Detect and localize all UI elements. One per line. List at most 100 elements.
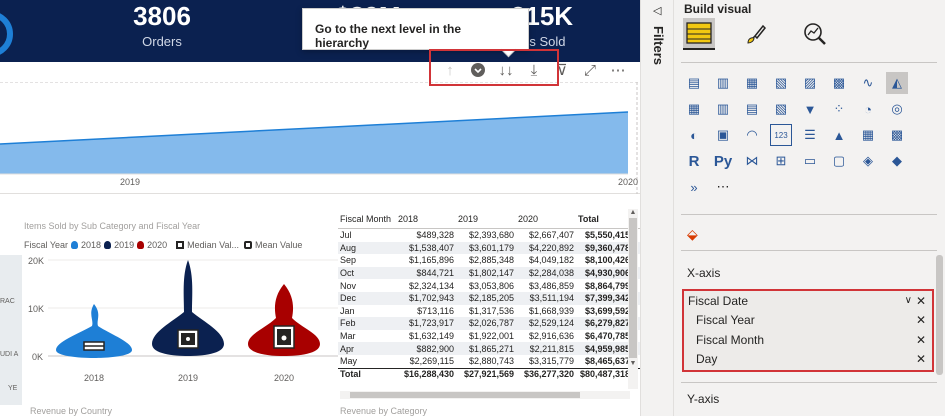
viz-type-icon[interactable]: Py [713,152,733,170]
viz-type-icon[interactable]: ▼ [803,101,817,117]
viz-type-icon[interactable]: ◔ [864,101,872,117]
expand-next-level-button[interactable]: ⤓ [520,57,548,83]
viz-type-icon[interactable]: ▥ [716,75,730,90]
viz-type-icon[interactable]: » [690,179,698,195]
viz-type-icon[interactable]: ◆ [892,153,902,168]
scroll-down-arrow-icon[interactable]: ▼ [629,360,637,367]
matrix-row[interactable]: Aug $1,538,407 $3,601,179 $4,220,892 $9,360,… [338,241,640,255]
next-level-button[interactable]: ↓↓ [492,57,520,83]
matrix-row[interactable]: Nov $2,324,134 $3,053,806 $3,486,859 $8,864,… [338,279,640,292]
viz-type-icon[interactable]: ▭ [803,153,817,168]
viz-type-icon[interactable]: ◐ [690,127,698,143]
viz-type-icon[interactable]: ▤ [687,75,701,90]
custom-visual-icon[interactable]: ⬙ [687,226,698,242]
drill-mode-button[interactable] [464,57,492,83]
matrix-row[interactable]: Apr $882,900 $1,865,271 $2,211,815 $4,959,98… [338,342,640,355]
matrix-header-2018[interactable]: 2018 [398,213,419,224]
viz-type-icon[interactable]: ▦ [861,127,875,142]
matrix-cell: $6,470,785 [584,331,630,342]
viz-type-icon[interactable]: ⋈ [745,153,759,168]
viz-type-icon[interactable]: ◈ [863,153,873,168]
matrix-row[interactable]: Feb $1,723,917 $2,026,787 $2,529,124 $6,279,… [338,317,640,330]
viz-type-icon[interactable]: ▥ [716,101,730,116]
matrix-body: Jul $489,328 $2,393,680 $2,667,407 $5,550,41… [338,229,640,368]
viz-type-icon[interactable]: 123 [770,124,792,146]
viz-type-icon[interactable]: R [688,152,700,170]
filter-button[interactable]: ⊽ [548,57,576,83]
viz-type-icon[interactable]: ▩ [890,127,904,142]
x-axis-field-2[interactable]: Fiscal Year ✕ [684,311,932,331]
viz-type-icon[interactable]: ◠ [746,127,758,142]
matrix-header-2020[interactable]: 2020 [518,213,539,224]
matrix-total-grand: $80,487,318 [579,369,630,380]
revenue-matrix[interactable]: Fiscal Month 2018 2019 2020 Total Jul $48… [338,209,640,399]
matrix-header-2019[interactable]: 2019 [458,213,479,224]
matrix-cell: $1,723,917 [408,318,454,329]
matrix-total-2020: $36,277,320 [523,369,574,380]
matrix-cell: Apr [340,343,355,354]
viz-type-icon[interactable]: ▩ [832,75,846,90]
viz-type-icon[interactable]: ▣ [716,127,730,142]
viz-type-icon[interactable]: ◭ [886,72,908,94]
collapse-chevron-icon[interactable]: ∨ [904,295,912,307]
map-visual-partial[interactable]: RAC UDI A YE [0,255,22,405]
viz-type-icon[interactable]: ⊞ [775,153,787,168]
viz-type-icon[interactable]: ▢ [832,153,846,168]
filters-pane-collapsed[interactable]: ◁ Filters [640,0,674,416]
matrix-row[interactable]: Mar $1,632,149 $1,922,001 $2,916,636 $6,470,… [338,330,640,343]
format-visual-tab[interactable] [741,18,773,50]
next-level-icon: ↓↓ [498,61,514,79]
viz-type-icon[interactable]: ▧ [774,75,788,90]
remove-field-icon[interactable]: ✕ [915,352,926,367]
viz-type-icon[interactable]: ∿ [862,75,874,90]
viz-type-icon[interactable]: ⁘ [833,101,845,116]
matrix-row[interactable]: Jul $489,328 $2,393,680 $2,667,407 $5,550,41… [338,229,640,242]
violin-chart-svg[interactable] [48,256,338,368]
viz-type-icon[interactable]: ◎ [891,101,903,116]
analytics-tab[interactable] [799,18,831,50]
viz-type-icon[interactable]: ☰ [804,127,816,142]
build-pane-scrollbar[interactable] [936,255,943,375]
remove-field-icon[interactable]: ✕ [915,293,926,308]
hscroll-thumb[interactable] [350,392,580,398]
build-visual-tab[interactable] [683,18,715,50]
matrix-header-fiscal-month[interactable]: Fiscal Month [340,213,392,224]
scroll-thumb[interactable] [629,218,637,358]
viz-type-icon[interactable]: ▨ [803,75,817,90]
revenue-area-chart[interactable]: 2019 2020 [0,82,640,194]
matrix-horizontal-scrollbar[interactable] [340,391,630,399]
matrix-row[interactable]: Oct $844,721 $1,802,147 $2,284,038 $4,930,90… [338,266,640,280]
matrix-cell: May [340,356,358,367]
expand-filters-icon[interactable]: ◁ [653,5,662,17]
report-canvas: 3806 Orders $89M 215K ms Sold Go to the … [0,0,640,416]
x-axis-field-4[interactable]: Day ✕ [684,350,932,370]
x-axis-field-1[interactable]: Fiscal Date ∨ ✕ [684,291,932,311]
more-options-button[interactable]: ⋯ [604,57,632,83]
matrix-vertical-scrollbar[interactable]: ▲ ▼ [628,209,638,389]
scroll-up-arrow-icon[interactable]: ▲ [629,209,637,216]
viz-type-icon[interactable]: ⋯ [716,179,730,194]
matrix-row[interactable]: Jan $713,116 $1,317,536 $1,668,939 $3,699,59… [338,305,640,318]
focus-mode-button[interactable]: ⤢ [576,57,604,83]
drill-up-button[interactable]: ↑ [436,57,464,83]
x-axis-field-3[interactable]: Fiscal Month ✕ [684,330,932,350]
viz-type-icon[interactable]: ▲ [832,127,846,143]
viz-type-icon[interactable]: ▧ [774,101,788,116]
matrix-row[interactable]: May $2,269,115 $2,880,743 $3,315,779 $8,465,… [338,355,640,368]
viz-type-icon[interactable]: ▤ [745,101,759,116]
drill-down-circle-icon [471,63,485,77]
matrix-cell: Feb [340,318,356,329]
remove-field-icon[interactable]: ✕ [915,313,926,328]
matrix-row[interactable]: Dec $1,702,943 $2,185,205 $3,511,194 $7,399,… [338,291,640,305]
x-axis-field-well[interactable]: Fiscal Date ∨ ✕ Fiscal Year ✕ Fiscal Month ✕ Da… [682,289,934,372]
x-tick-2020: 2020 [618,177,639,187]
area-chart-svg [0,82,640,194]
matrix-cell: Dec [340,293,357,304]
viz-type-icon[interactable]: ▦ [745,75,759,90]
matrix-header-row: Fiscal Month 2018 2019 2020 Total [338,209,640,229]
matrix-total-2018: $16,288,430 [403,369,454,380]
viz-type-icon[interactable]: ▦ [687,101,701,116]
matrix-header-total[interactable]: Total [578,213,599,224]
remove-field-icon[interactable]: ✕ [915,332,926,347]
matrix-row[interactable]: Sep $1,165,896 $2,885,348 $4,049,182 $8,100,… [338,254,640,267]
